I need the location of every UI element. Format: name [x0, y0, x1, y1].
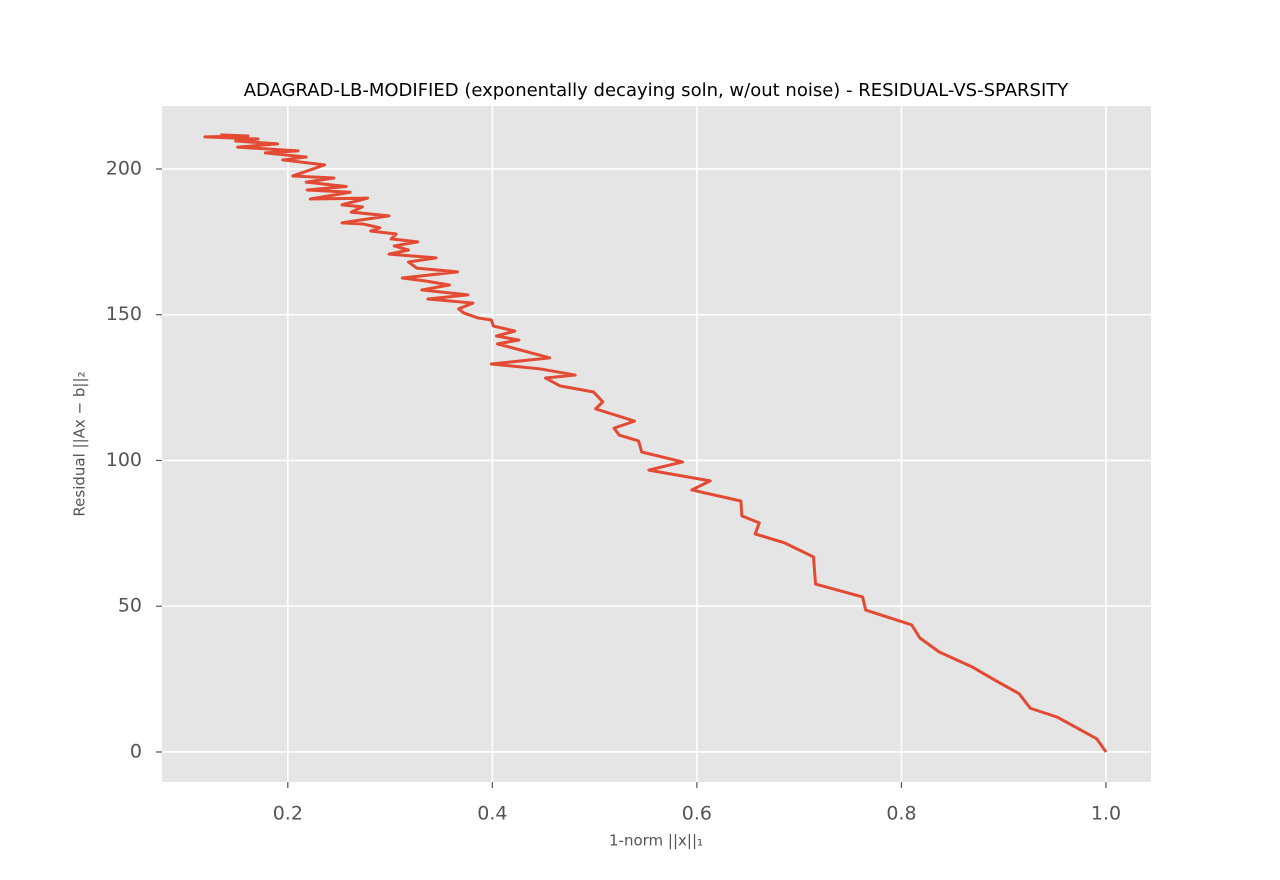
x-tick-label: 0.2	[273, 803, 303, 825]
y-tick-label: 0	[130, 740, 142, 762]
line-series	[203, 133, 1108, 753]
y-tick-label: 100	[106, 449, 142, 471]
y-axis-label: Residual ||Ax − b||₂	[71, 371, 89, 516]
x-tick-label: 0.4	[477, 803, 507, 825]
y-tick-label: 150	[106, 303, 142, 325]
x-tick-label: 1.0	[1091, 803, 1121, 825]
x-tick-label: 0.6	[682, 803, 712, 825]
x-tick-label: 0.8	[886, 803, 916, 825]
y-tick-label: 50	[118, 595, 142, 617]
y-tick-label: 200	[106, 157, 142, 179]
chart-title: ADAGRAD-LB-MODIFIED (exponentally decayi…	[244, 80, 1070, 101]
x-axis-label: 1-norm ||x||₁	[609, 832, 703, 850]
plot-area	[162, 106, 1151, 782]
